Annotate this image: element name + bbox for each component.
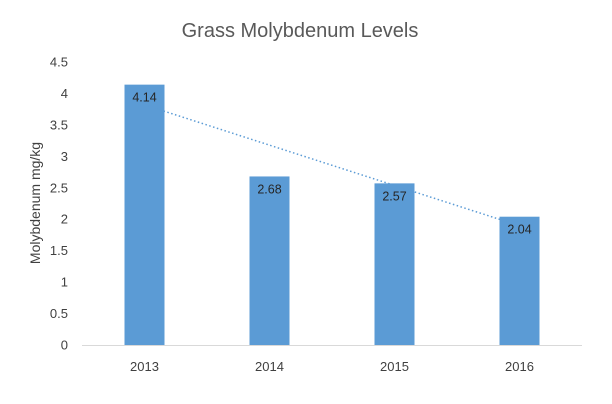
chart-title: Grass Molybdenum Levels <box>182 20 419 42</box>
data-label: 2.57 <box>382 189 406 203</box>
x-tick-label: 2013 <box>130 359 159 374</box>
y-tick-label: 0 <box>61 338 68 353</box>
trendline <box>144 104 520 227</box>
bar <box>124 84 165 345</box>
data-label: 2.68 <box>257 182 281 196</box>
y-tick-label: 2 <box>61 212 68 227</box>
x-tick-label: 2014 <box>255 359 284 374</box>
x-tick-label: 2016 <box>505 359 534 374</box>
data-label: 2.04 <box>507 223 531 237</box>
y-axis-label: Molybdenum mg/kg <box>27 142 43 264</box>
y-tick-label: 1.5 <box>50 243 68 258</box>
bar <box>499 216 540 345</box>
y-tick-label: 1 <box>61 275 68 290</box>
y-tick-label: 4.5 <box>50 55 68 70</box>
y-tick-label: 3.5 <box>50 117 68 132</box>
y-tick-label: 4 <box>61 86 68 101</box>
y-tick-label: 0.5 <box>50 306 68 321</box>
bar <box>374 183 415 345</box>
x-tick-label: 2015 <box>380 359 409 374</box>
y-tick-label: 3 <box>61 149 68 164</box>
y-tick-label: 2.5 <box>50 180 68 195</box>
bar <box>249 176 290 345</box>
plot-area: 0 0.5 1 1.5 2 2.5 3 3.5 4 4.5 4.14 2.68 2.57 2.04 2013… <box>50 55 582 374</box>
data-label: 4.14 <box>132 91 156 105</box>
